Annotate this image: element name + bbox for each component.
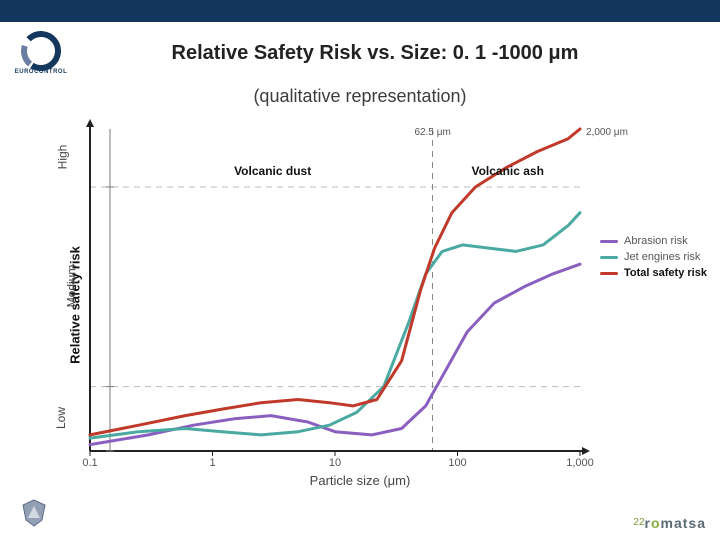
top-bar [0,0,720,22]
crest-icon [14,495,54,531]
region-label: Volcanic ash [471,164,543,178]
page-number: 22 [633,517,644,528]
risk-vs-size-chart: Relative safety risk LowMediumHigh 0.111… [10,115,710,495]
x-tick-label: 0.1 [82,457,97,469]
legend-swatch [600,256,618,259]
header: EUROCONTROL Relative Safety Risk vs. Siz… [0,22,720,78]
romatsa-logo: romatsa [645,515,706,531]
y-segment-label: High [55,145,69,170]
x-axis-label: Particle size (μm) [310,473,411,488]
legend-swatch [600,240,618,243]
y-segment-label: Low [54,407,68,429]
legend-item: Total safety risk [600,267,710,279]
legend-label: Abrasion risk [624,235,688,247]
legend-item: Jet engines risk [600,251,710,263]
y-segment-label: Medium [64,264,78,307]
x-tick-label: 100 [448,457,466,469]
region-label: Volcanic dust [234,164,311,178]
page-subtitle: (qualitative representation) [0,86,720,107]
logo-text: EUROCONTROL [15,69,68,75]
chart-legend: Abrasion risk Jet engines risk Total safet… [600,235,710,283]
legend-item: Abrasion risk [600,235,710,247]
legend-label: Total safety risk [624,267,707,279]
x-tick-label: 1,000 [566,457,594,469]
guide-label: 62.5 μm [414,127,450,138]
guide-label: 2,000 μm [586,127,628,138]
x-tick-label: 10 [329,457,341,469]
legend-label: Jet engines risk [624,251,700,263]
page-title: Relative Safety Risk vs. Size: 0. 1 -100… [46,42,704,65]
legend-swatch [600,272,618,275]
x-tick-label: 1 [209,457,215,469]
footer: 22 romatsa [0,495,720,535]
